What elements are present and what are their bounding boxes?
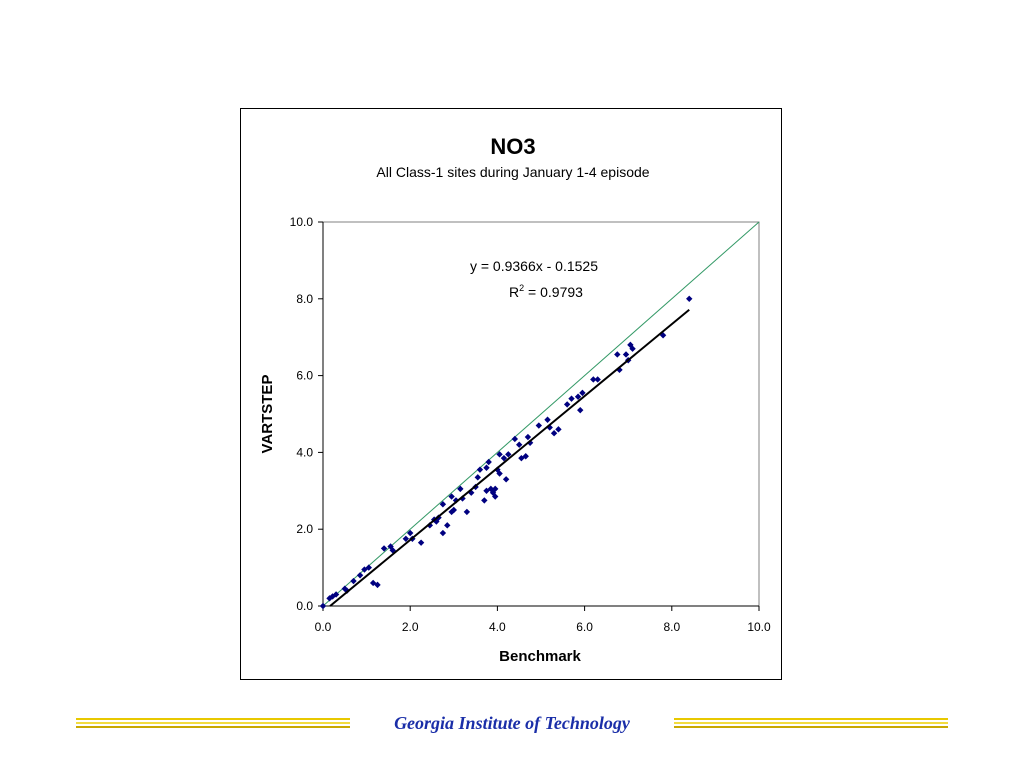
y-tick-label: 4.0 [296, 445, 313, 459]
data-point [341, 585, 348, 592]
chart-frame: NO3 All Class-1 sites during January 1-4… [240, 108, 782, 680]
data-point [496, 470, 503, 477]
r2-value: = 0.9793 [524, 284, 583, 300]
one-to-one-line [322, 221, 760, 607]
data-point [568, 395, 575, 402]
x-tick-label: 10.0 [747, 620, 771, 634]
data-point [450, 506, 457, 514]
y-tick-label: 10.0 [290, 215, 314, 229]
data-point [492, 493, 499, 500]
data-point [505, 451, 512, 458]
trendline [329, 308, 690, 607]
data-point [444, 522, 451, 529]
data-point [496, 451, 503, 458]
footer-rule-right [674, 718, 948, 732]
r2-prefix: R [509, 284, 519, 300]
chart-subtitle: All Class-1 sites during January 1-4 epi… [376, 164, 649, 180]
x-axis-label: Benchmark [499, 648, 581, 665]
reference-line-layer [322, 221, 760, 607]
footer-rule-left [76, 718, 350, 732]
footer-title: Georgia Institute of Technology [394, 713, 630, 733]
data-point [485, 458, 492, 466]
data-point [332, 591, 340, 598]
y-tick-label: 6.0 [296, 369, 313, 383]
data-point [439, 501, 447, 508]
data-point [433, 518, 440, 525]
x-tick-label: 4.0 [489, 620, 506, 634]
y-tick-label: 0.0 [296, 599, 313, 613]
axis-ticks: 0.0 2.0 4.0 6.0 8.0 10.0 0.0 2.0 4.0 6.0 8.0 10.0 [290, 215, 771, 634]
data-point [426, 522, 434, 529]
data-point [500, 454, 508, 462]
data-point [481, 497, 488, 504]
x-tick-label: 8.0 [663, 620, 680, 634]
x-tick-label: 2.0 [402, 620, 419, 634]
r2-superscript: 2 [519, 283, 524, 293]
scatter-chart: NO3 All Class-1 sites during January 1-4… [259, 134, 771, 665]
y-tick-label: 8.0 [296, 292, 313, 306]
data-point [577, 406, 584, 414]
y-tick-label: 2.0 [296, 522, 313, 536]
data-point [476, 466, 484, 473]
trendline-layer [329, 308, 690, 607]
data-point [522, 453, 529, 460]
data-point [686, 295, 693, 302]
data-point [361, 566, 368, 573]
x-tick-label: 0.0 [315, 620, 332, 634]
data-point [483, 464, 490, 471]
data-point [622, 351, 630, 358]
data-point [374, 581, 381, 589]
data-point [492, 485, 499, 493]
x-tick-label: 6.0 [576, 620, 593, 634]
trendline-r-squared: R2 = 0.9793 [509, 283, 583, 300]
data-point [502, 476, 510, 483]
data-point [417, 539, 425, 546]
data-point [448, 493, 455, 500]
data-point [387, 543, 394, 550]
y-axis-label: VARTSTEP [259, 375, 276, 454]
data-point [319, 602, 327, 610]
data-point [329, 593, 336, 600]
data-point [380, 545, 388, 552]
data-point [468, 489, 475, 496]
chart-title: NO3 [490, 134, 535, 159]
trendline-equation: y = 0.9366x - 0.1525 [470, 258, 598, 274]
